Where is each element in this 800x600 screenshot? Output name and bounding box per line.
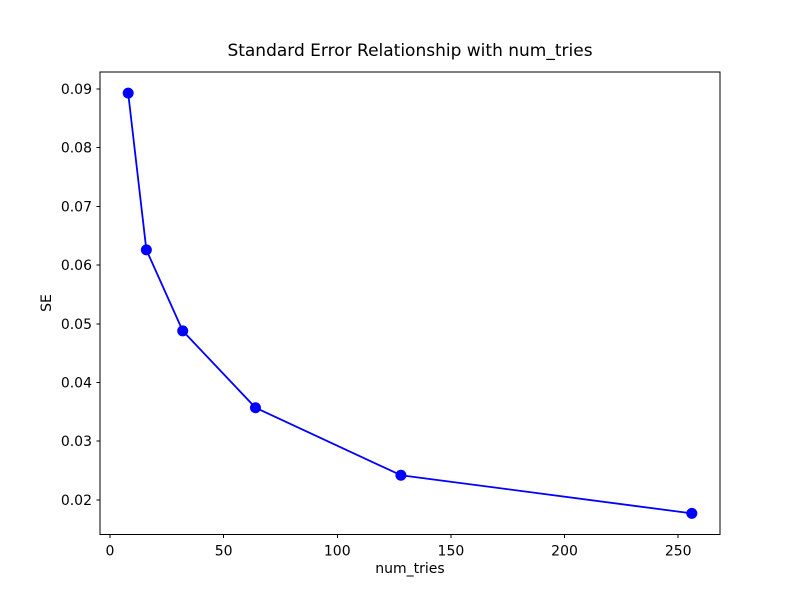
x-tick-label: 0 [106, 544, 115, 560]
y-tick-label: 0.03 [61, 434, 92, 450]
data-point [686, 507, 698, 519]
data-point [122, 87, 134, 99]
x-tick-label: 250 [665, 544, 692, 560]
y-axis-label: SE [39, 294, 55, 312]
data-point [395, 469, 407, 481]
x-tick-label: 50 [215, 544, 233, 560]
chart-title: Standard Error Relationship with num_tri… [227, 41, 593, 61]
y-tick-label: 0.06 [61, 258, 92, 274]
data-point [177, 325, 189, 337]
x-axis-label: num_tries [375, 561, 445, 577]
x-tick-label: 100 [324, 544, 351, 560]
x-tick-label: 200 [551, 544, 578, 560]
y-tick-label: 0.04 [61, 375, 92, 391]
y-tick-label: 0.02 [61, 493, 92, 509]
data-point [249, 402, 261, 414]
plot-border [99, 71, 721, 535]
y-tick-label: 0.07 [61, 199, 92, 215]
y-tick-label: 0.08 [61, 141, 92, 157]
y-tick-label: 0.05 [61, 317, 92, 333]
x-tick-label: 150 [438, 544, 465, 560]
data-point [140, 244, 152, 256]
y-tick-label: 0.09 [61, 82, 92, 98]
data-line [127, 92, 693, 515]
